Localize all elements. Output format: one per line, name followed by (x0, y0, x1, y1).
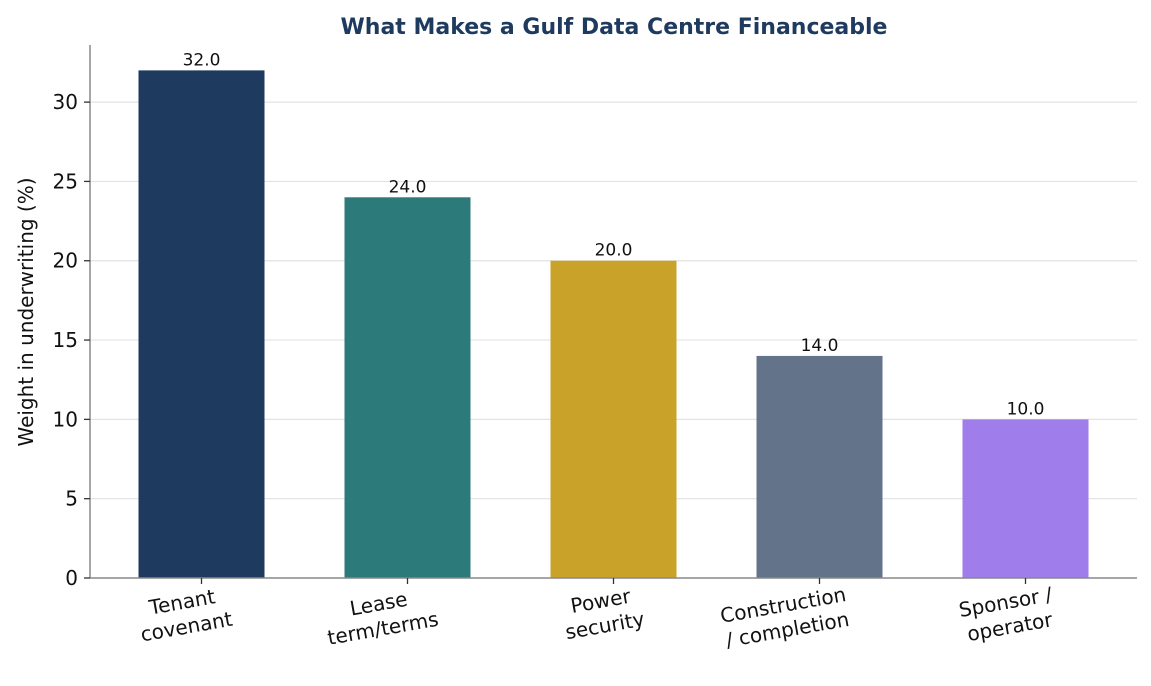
bar (962, 419, 1089, 578)
y-tick-label: 10 (53, 407, 78, 431)
y-tick-label: 25 (53, 169, 78, 193)
data-label: 14.0 (801, 336, 839, 356)
chart-title: What Makes a Gulf Data Centre Financeabl… (341, 15, 888, 40)
y-tick-label: 0 (65, 566, 78, 590)
y-tick-label: 5 (65, 487, 78, 511)
data-labels: 32.0 24.0 20.0 14.0 10.0 (183, 50, 1045, 419)
bar (550, 260, 677, 578)
x-tick-label: Construction/ completion (718, 582, 851, 652)
bar (756, 355, 883, 578)
y-tick-label: 30 (53, 90, 78, 114)
y-ticks: 0 5 10 15 20 25 30 (53, 90, 90, 590)
bar (138, 70, 265, 578)
y-tick-label: 20 (53, 249, 78, 273)
bars (138, 70, 1089, 579)
data-label: 32.0 (183, 50, 221, 70)
y-tick-label: 15 (53, 328, 78, 352)
y-axis-label: Weight in underwriting (%) (14, 177, 38, 446)
bar (344, 197, 471, 579)
data-label: 24.0 (389, 177, 427, 197)
data-label: 10.0 (1007, 399, 1045, 419)
x-tick-label: Sponsor /operator (957, 582, 1055, 646)
data-label: 20.0 (595, 241, 633, 261)
